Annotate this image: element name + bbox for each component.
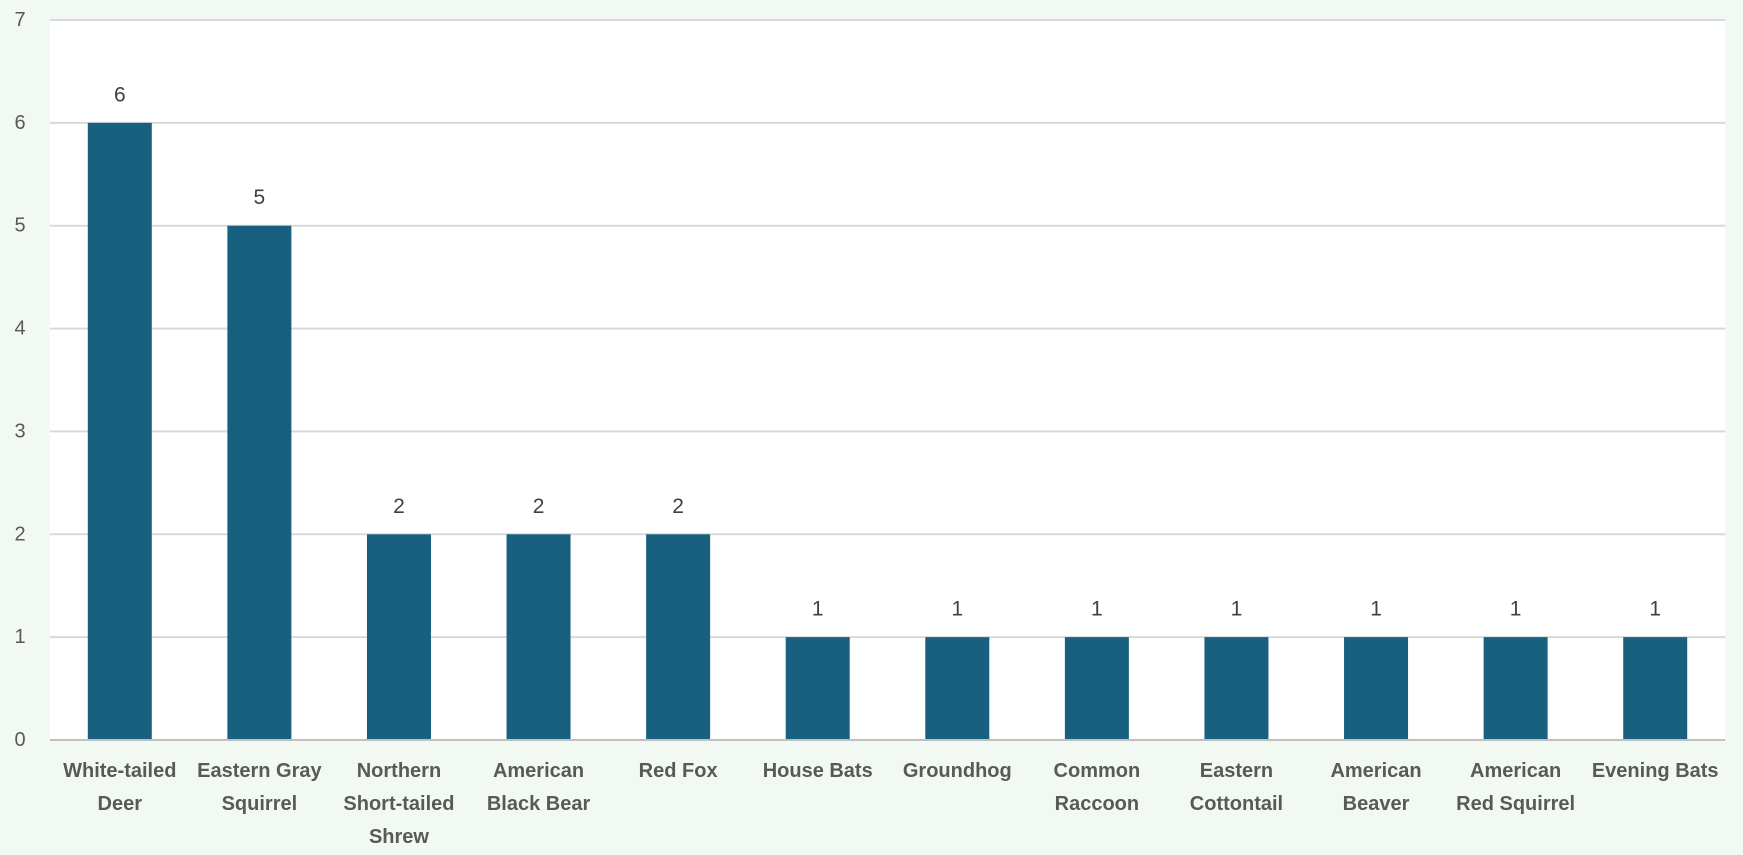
x-category-label: Northern Short-tailed Shrew: [343, 760, 454, 848]
bar: [366, 534, 431, 740]
x-category-label-line: American: [1330, 760, 1421, 782]
x-category-label: American Black Bear: [487, 760, 591, 815]
x-category-label-line: Eastern Gray: [197, 760, 322, 782]
x-category-label-line: Evening Bats: [1592, 760, 1719, 782]
x-category-label-line: Short-tailed: [343, 793, 454, 815]
x-category-label: Evening Bats: [1592, 760, 1719, 782]
data-label: 5: [254, 186, 266, 209]
bar: [925, 637, 990, 740]
bar: [1064, 637, 1129, 740]
x-category-label-line: Beaver: [1343, 793, 1410, 815]
x-category-label-line: American: [1470, 760, 1561, 782]
x-category-label: White-tailed Deer: [63, 760, 176, 815]
data-label: 1: [1091, 598, 1103, 621]
x-category-label: House Bats: [763, 760, 873, 782]
x-category-label-line: American: [493, 760, 584, 782]
x-category-label-line: Raccoon: [1055, 793, 1139, 815]
bar: [1623, 637, 1688, 740]
bar: [1344, 637, 1409, 740]
bar: [1204, 637, 1269, 740]
x-category-label: Groundhog: [903, 760, 1012, 782]
y-tick-label: 5: [14, 215, 25, 237]
x-category-label-line: Groundhog: [903, 760, 1012, 782]
x-category-label-line: Shrew: [369, 826, 429, 848]
bar: [87, 122, 152, 741]
x-category-label: Red Fox: [639, 760, 718, 782]
data-label: 1: [1231, 598, 1243, 621]
y-axis-ticks: 0 1 2 3 4 5 6 7: [14, 9, 25, 751]
data-label: 1: [1370, 598, 1382, 621]
data-label: 1: [812, 598, 824, 621]
data-label: 1: [1649, 598, 1661, 621]
y-tick-label: 4: [14, 318, 25, 340]
plot-area: [50, 20, 1725, 740]
x-category-label: American Beaver: [1330, 760, 1421, 815]
data-label: 6: [114, 83, 126, 106]
data-label: 2: [672, 495, 684, 518]
y-tick-label: 1: [14, 626, 25, 648]
x-category-label-line: White-tailed: [63, 760, 176, 782]
y-tick-label: 6: [14, 112, 25, 134]
bar: [227, 225, 292, 740]
bars: [87, 122, 1688, 741]
gridlines: [50, 19, 1725, 639]
x-axis-categories: White-tailed Deer Eastern Gray Squirrel Nort…: [63, 760, 1718, 848]
y-tick-label: 2: [14, 523, 25, 545]
x-category-label: Eastern Gray Squirrel: [197, 760, 322, 815]
data-label: 1: [1510, 598, 1522, 621]
bar: [646, 534, 711, 740]
x-category-label-line: Squirrel: [222, 793, 298, 815]
y-tick-label: 0: [14, 729, 25, 751]
x-category-label-line: Deer: [98, 793, 143, 815]
data-label: 2: [533, 495, 545, 518]
x-category-label-line: House Bats: [763, 760, 873, 782]
x-category-label-line: Red Fox: [639, 760, 718, 782]
x-category-label: Eastern Cottontail: [1190, 760, 1283, 815]
y-tick-label: 7: [14, 9, 25, 31]
bar: [1483, 637, 1548, 740]
x-category-label: Common Raccoon: [1054, 760, 1141, 815]
x-category-label-line: Red Squirrel: [1456, 793, 1575, 815]
y-tick-label: 3: [14, 420, 25, 442]
x-category-label-line: Black Bear: [487, 793, 591, 815]
x-category-label-line: Common: [1054, 760, 1141, 782]
data-label: 2: [393, 495, 405, 518]
x-category-label-line: Cottontail: [1190, 793, 1283, 815]
x-category-label-line: Northern: [357, 760, 441, 782]
data-label: 1: [951, 598, 963, 621]
bar: [785, 637, 850, 740]
data-labels: 6 5 2 2 2 1 1 1 1 1 1 1: [114, 83, 1661, 620]
x-category-label: American Red Squirrel: [1456, 760, 1575, 815]
x-category-label-line: Eastern: [1200, 760, 1273, 782]
bar: [506, 534, 571, 740]
